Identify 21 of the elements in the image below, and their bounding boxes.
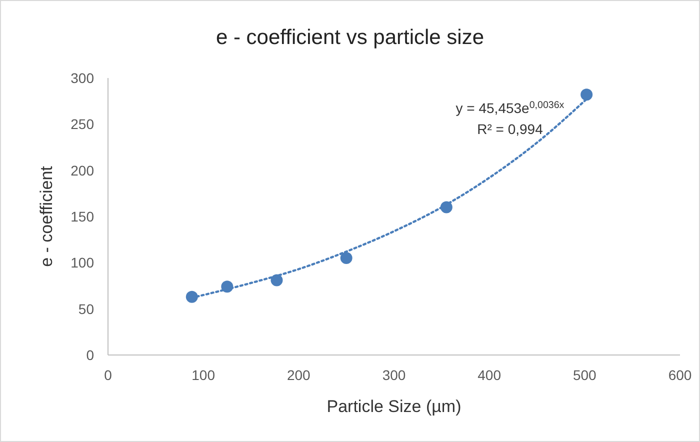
y-tick-label: 300 (70, 70, 94, 86)
x-tick-label: 0 (104, 367, 112, 383)
x-tick-label: 600 (668, 367, 692, 383)
x-axis-title: Particle Size (µm) (326, 397, 462, 416)
y-tick-label: 200 (70, 162, 94, 178)
point (580, 88, 593, 101)
y-tick-label: 250 (70, 116, 94, 132)
y-tick-label: 0 (86, 347, 94, 363)
y-tick-label: 50 (78, 300, 94, 317)
x-tick-label: 200 (286, 367, 311, 383)
y-tick-label: 100 (70, 254, 94, 271)
annotation: y = 45,453e$^{0,0036x}$ (456, 100, 564, 116)
annotation: R² = 0,994 (477, 121, 544, 137)
x-tick-label: 500 (572, 367, 597, 383)
x-tick-label: 300 (382, 367, 406, 383)
y-tick-label: 150 (70, 208, 94, 224)
y-axis-title: e - coefficient (37, 166, 56, 267)
chart-title: e - coefficient vs particle size (216, 26, 484, 49)
x-tick-label: 400 (478, 367, 502, 383)
point (340, 252, 352, 264)
x-tick-label: 100 (192, 367, 216, 383)
